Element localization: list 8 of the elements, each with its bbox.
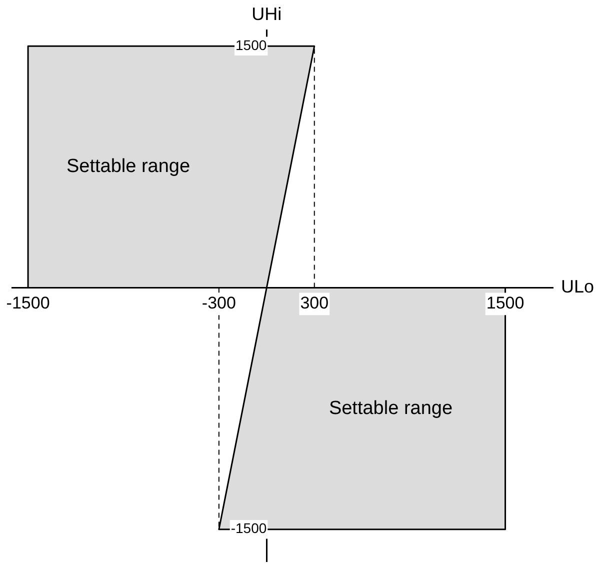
y-axis-title: UHi: [252, 4, 282, 24]
x-axis-title: ULo: [561, 276, 594, 297]
annotation: Settable range: [328, 398, 453, 419]
x-tick-label: 1500: [486, 294, 524, 313]
x-tick-label: -1500: [6, 294, 50, 313]
x-tick-label: 300: [300, 294, 329, 313]
annotation: Settable range: [66, 156, 190, 178]
x-tick-label: -300: [202, 294, 236, 313]
